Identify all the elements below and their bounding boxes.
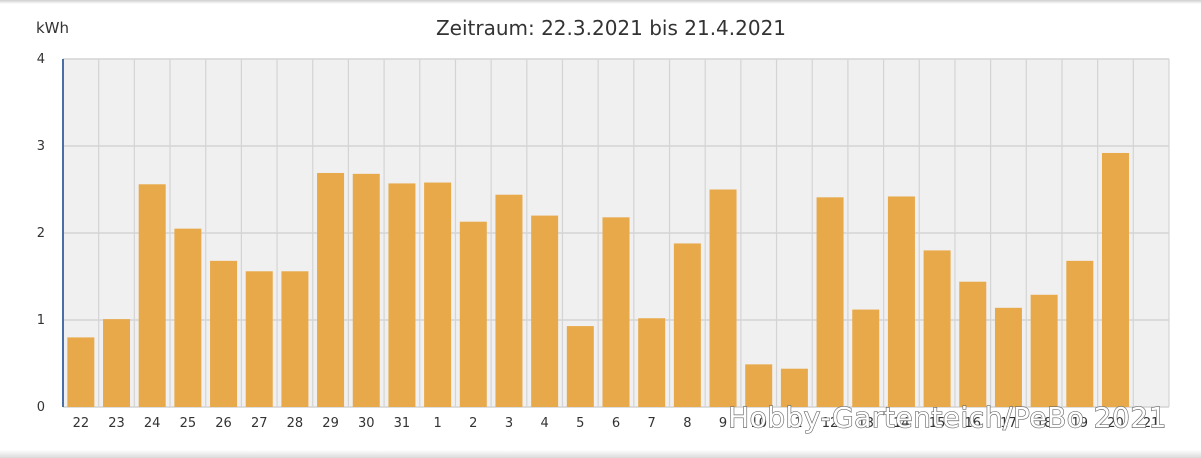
x-tick-label: 25 <box>180 416 197 431</box>
x-tick-label: 17 <box>1000 416 1017 431</box>
x-tick-label: 21 <box>1143 416 1160 431</box>
x-tick-label: 27 <box>251 416 268 431</box>
x-tick-labels: 22 23 24 25 26 27 28 29 30 31 1 2 3 4 5 6 7 8 9 10 11 12 13 14 1… <box>73 416 1160 431</box>
y-tick-label: 4 <box>37 52 45 67</box>
bar-11 <box>780 368 808 407</box>
bar-3 <box>495 194 523 407</box>
x-tick-label: 15 <box>929 416 946 431</box>
bar-22 <box>67 337 95 407</box>
bar-31 <box>388 183 416 407</box>
bar-20 <box>1101 152 1129 407</box>
x-tick-label: 7 <box>648 416 656 431</box>
bar-18 <box>1030 294 1058 407</box>
y-tick-label: 3 <box>37 139 45 154</box>
x-tick-label: 29 <box>322 416 339 431</box>
bar-28 <box>281 271 309 407</box>
x-tick-label: 10 <box>750 416 767 431</box>
x-tick-label: 13 <box>857 416 874 431</box>
x-tick-label: 8 <box>683 416 691 431</box>
watermark-text: Hobby-Gartenteich/PeBo 2021 <box>728 401 1167 434</box>
bar-8 <box>673 243 701 407</box>
x-tick-label: 6 <box>612 416 620 431</box>
bar-4 <box>531 215 559 407</box>
x-tick-label: 14 <box>893 416 910 431</box>
x-tick-label: 19 <box>1072 416 1089 431</box>
bar-26 <box>210 260 238 407</box>
bar-series <box>67 152 1129 407</box>
bar-13 <box>852 309 880 407</box>
x-tick-label: 20 <box>1107 416 1124 431</box>
x-tick-label: 26 <box>215 416 232 431</box>
bar-6 <box>602 217 630 407</box>
y-tick-label: 2 <box>37 226 45 241</box>
bar-9 <box>709 189 737 407</box>
x-tick-label: 5 <box>576 416 584 431</box>
x-tick-label: 30 <box>358 416 375 431</box>
top-border <box>0 0 1201 4</box>
bar-14 <box>887 196 915 407</box>
x-tick-label: 4 <box>541 416 549 431</box>
x-tick-label: 22 <box>73 416 90 431</box>
bar-10 <box>745 364 773 407</box>
bar-25 <box>174 228 202 407</box>
y-tick-labels: 0 1 2 3 4 <box>37 52 45 415</box>
bar-2 <box>459 221 487 407</box>
x-tick-label: 11 <box>786 416 803 431</box>
bottom-border <box>0 450 1201 458</box>
x-tick-label: 23 <box>108 416 125 431</box>
x-tick-label: 1 <box>433 416 441 431</box>
bar-19 <box>1066 260 1094 407</box>
bar-30 <box>352 173 380 407</box>
x-tick-label: 2 <box>469 416 477 431</box>
y-tick-label: 0 <box>37 400 45 415</box>
x-tick-label: 31 <box>394 416 411 431</box>
x-tick-label: 16 <box>965 416 982 431</box>
bar-1 <box>424 182 452 407</box>
x-tick-label: 28 <box>287 416 304 431</box>
bar-29 <box>317 172 345 407</box>
chart-title: Zeitraum: 22.3.2021 bis 21.4.2021 <box>436 16 786 40</box>
bar-12 <box>816 197 844 407</box>
x-tick-label: 3 <box>505 416 513 431</box>
y-axis-unit-label: kWh <box>36 19 69 37</box>
x-tick-label: 9 <box>719 416 727 431</box>
y-tick-label: 1 <box>37 313 45 328</box>
x-tick-label: 24 <box>144 416 161 431</box>
x-tick-label: 12 <box>822 416 839 431</box>
x-tick-label: 18 <box>1036 416 1053 431</box>
bar-7 <box>638 318 666 407</box>
bar-24 <box>138 184 166 407</box>
bar-5 <box>566 326 594 407</box>
bar-27 <box>245 271 273 407</box>
bar-17 <box>994 307 1022 407</box>
bar-15 <box>923 250 951 407</box>
bar-23 <box>103 319 131 407</box>
bar-16 <box>959 281 987 407</box>
